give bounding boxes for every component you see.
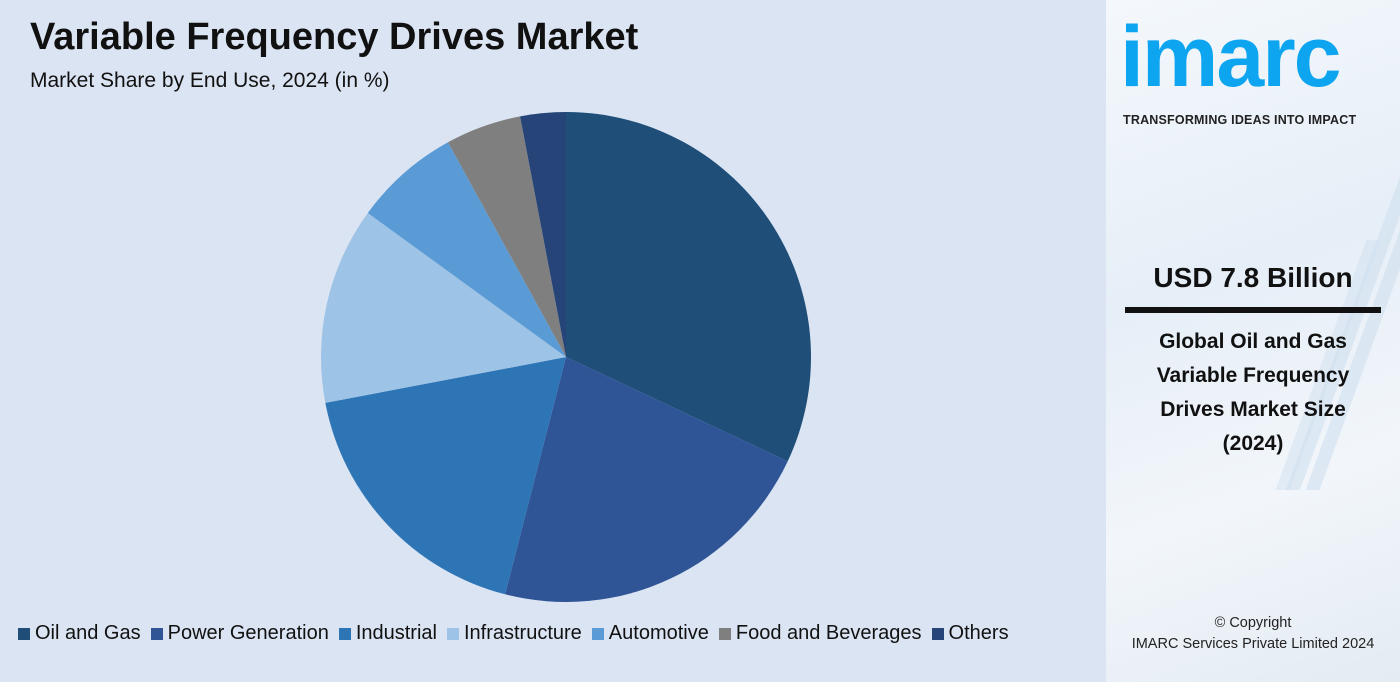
legend-label: Food and Beverages: [735, 622, 922, 644]
pie-slice-industrial: [325, 357, 566, 595]
chart-subtitle: Market Share by End Use, 2024 (in %): [30, 69, 390, 92]
pie-slice-food-and-beverages: [447, 116, 566, 357]
imarc-logo: imarc: [1120, 9, 1341, 105]
legend-label: Industrial: [355, 622, 437, 644]
pie-slice-others: [520, 112, 566, 357]
legend-swatch: [18, 627, 30, 640]
pie-slice-oil-and-gas: [566, 112, 811, 462]
legend-swatch: [446, 627, 459, 640]
legend-swatch: [591, 627, 604, 640]
legend-label: Power Generation: [167, 622, 329, 644]
legend-item: Automotive: [591, 622, 709, 645]
chart-area: Variable Frequency Drives Market Market …: [0, 0, 1106, 682]
logo-tagline: TRANSFORMING IDEAS INTO IMPACT: [1123, 113, 1357, 127]
legend-label: Infrastructure: [463, 622, 582, 644]
legend-item: Infrastructure: [446, 622, 582, 645]
pie-chart: [321, 112, 811, 602]
legend-label: Others: [948, 622, 1009, 644]
pie-slice-power-generation: [505, 357, 788, 602]
market-value: USD 7.8 Billion: [1153, 262, 1353, 293]
copyright: © Copyright IMARC Services Private Limit…: [1106, 613, 1400, 655]
legend-item: Power Generation: [150, 622, 329, 645]
divider: [1125, 307, 1381, 313]
pie-slice-automotive: [367, 142, 566, 357]
copyright-line: © Copyright: [1214, 615, 1292, 631]
pie-slice-infrastructure: [321, 212, 566, 403]
legend-swatch: [338, 627, 351, 640]
side-panel: imarc TRANSFORMING IDEAS INTO IMPACT USD…: [1106, 0, 1400, 682]
legend-item: Oil and Gas: [18, 622, 141, 645]
desc-line: (2024): [1222, 432, 1284, 455]
legend-label: Oil and Gas: [35, 622, 141, 644]
legend-item: Food and Beverages: [718, 622, 922, 645]
desc-line: Variable Frequency: [1156, 364, 1350, 387]
desc-line: Drives Market Size: [1160, 398, 1346, 421]
copyright-line: IMARC Services Private Limited 2024: [1131, 636, 1375, 652]
desc-line: Global Oil and Gas: [1159, 330, 1347, 353]
market-description: Global Oil and Gas Variable Frequency Dr…: [1106, 325, 1400, 461]
chart-title: Variable Frequency Drives Market: [30, 16, 639, 58]
legend-swatch: [150, 627, 163, 640]
legend: Oil and Gas Power Generation Industrial Inf…: [18, 622, 1009, 645]
legend-swatch: [718, 627, 731, 640]
legend-item: Industrial: [338, 622, 437, 645]
legend-label: Automotive: [608, 622, 709, 644]
legend-item: Others: [931, 622, 1009, 645]
legend-swatch: [931, 627, 944, 640]
